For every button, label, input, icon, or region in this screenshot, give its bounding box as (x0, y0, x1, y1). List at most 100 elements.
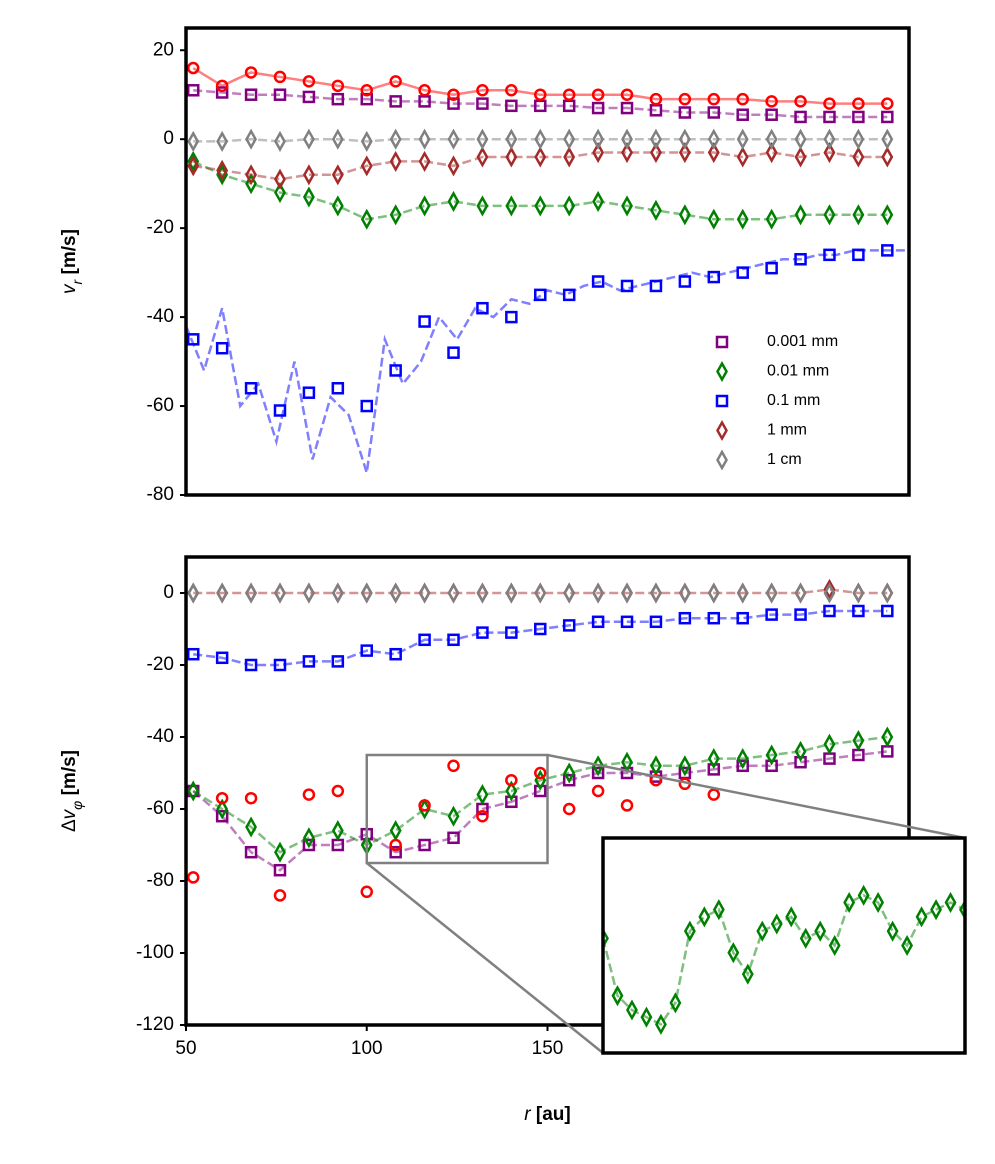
diamond-marker (534, 195, 547, 217)
diamond-marker (650, 199, 662, 221)
diamond-marker (447, 190, 460, 213)
diamond-marker (886, 920, 899, 942)
diamond-marker (187, 780, 200, 802)
y-tick-label: -80 (147, 870, 174, 891)
circle-marker (244, 66, 258, 79)
square-marker (389, 95, 402, 108)
square-marker (244, 658, 258, 672)
square-marker (881, 244, 894, 257)
square-marker (765, 608, 778, 621)
diamond-marker (302, 582, 315, 604)
square-marker (591, 101, 605, 115)
diamond-marker (621, 128, 633, 150)
axis-label-part: Δ (59, 819, 80, 832)
diamond-marker (302, 186, 315, 208)
diamond-marker (794, 582, 807, 604)
square-marker (476, 626, 489, 639)
diamond-marker (331, 128, 344, 150)
diamond-marker (563, 146, 576, 168)
square-marker (389, 364, 402, 377)
diamond-marker (765, 582, 778, 604)
diamond-marker (505, 582, 518, 604)
circle-marker (707, 788, 721, 801)
diamond-marker (669, 992, 682, 1014)
diamond-marker (823, 582, 836, 604)
circle-marker (389, 75, 402, 88)
diamond-marker (592, 128, 605, 150)
circle-marker (302, 788, 316, 801)
square-marker (476, 301, 489, 315)
square-marker (186, 333, 200, 346)
diamond-marker (534, 128, 547, 150)
diamond-marker (765, 744, 778, 766)
square-marker (360, 644, 373, 657)
diamond-marker (216, 159, 229, 181)
diamond-marker (245, 173, 258, 195)
square-marker (215, 809, 229, 823)
diamond-marker (823, 733, 836, 755)
diamond-marker (770, 913, 783, 935)
diamond-marker (621, 582, 633, 604)
diamond-marker (852, 730, 865, 752)
square-marker (562, 288, 576, 302)
square-marker (620, 279, 634, 293)
square-marker (360, 399, 373, 413)
square-marker (273, 404, 287, 417)
zoom-connector (365, 862, 604, 1054)
diamond-marker (852, 128, 865, 150)
diamond-marker (418, 128, 431, 150)
square-marker (823, 604, 836, 618)
legend-label: 0.1 mm (767, 392, 820, 409)
square-marker (707, 106, 721, 119)
diamond-marker (447, 128, 460, 150)
circle-marker (360, 84, 373, 97)
series-line (193, 151, 888, 181)
diamond-marker (611, 985, 624, 1007)
diamond-marker (534, 146, 547, 168)
diamond-marker (603, 927, 609, 949)
diamond-marker (592, 582, 605, 604)
square-marker (794, 110, 807, 124)
axes-frame (184, 555, 911, 1027)
square-marker (447, 831, 460, 845)
diamond-marker (418, 195, 431, 217)
square-marker (715, 335, 729, 349)
diamond-marker (360, 582, 373, 604)
axis-label-part: r (69, 278, 85, 284)
diamond-marker (881, 146, 894, 168)
circle-marker (215, 79, 229, 93)
square-marker (244, 382, 258, 395)
diamond-marker (360, 130, 373, 152)
diamond-marker (534, 582, 547, 604)
axis-label-part: [m/s] (59, 229, 80, 280)
circle-marker (476, 84, 489, 97)
diamond-marker (389, 582, 402, 604)
diamond-marker (707, 141, 720, 164)
diamond-marker (245, 816, 258, 838)
square-marker (591, 766, 605, 780)
diamond-marker (505, 195, 518, 217)
y-tick-label: -20 (147, 217, 174, 238)
square-marker (715, 394, 729, 408)
y-tick-label: -80 (147, 484, 174, 505)
diamond-marker (302, 164, 315, 186)
diamond-marker (640, 1006, 653, 1028)
circle-marker (273, 889, 287, 902)
square-marker (678, 611, 692, 625)
diamond-marker (476, 582, 489, 604)
series-line (186, 249, 909, 474)
diamond-marker (678, 128, 691, 150)
diamond-marker (245, 164, 258, 186)
diamond-marker (698, 906, 711, 928)
diamond-marker (707, 208, 720, 230)
plot-layer (186, 578, 894, 902)
square-marker (447, 633, 460, 647)
x-tick-label: 50 (175, 1038, 196, 1059)
axis-label-part: r (524, 1104, 531, 1125)
diamond-marker (852, 204, 865, 226)
square-marker (562, 773, 576, 787)
circle-marker (215, 791, 229, 805)
series-line (193, 89, 888, 119)
diamond-marker (823, 128, 836, 150)
axis-label-part: v (59, 808, 80, 819)
